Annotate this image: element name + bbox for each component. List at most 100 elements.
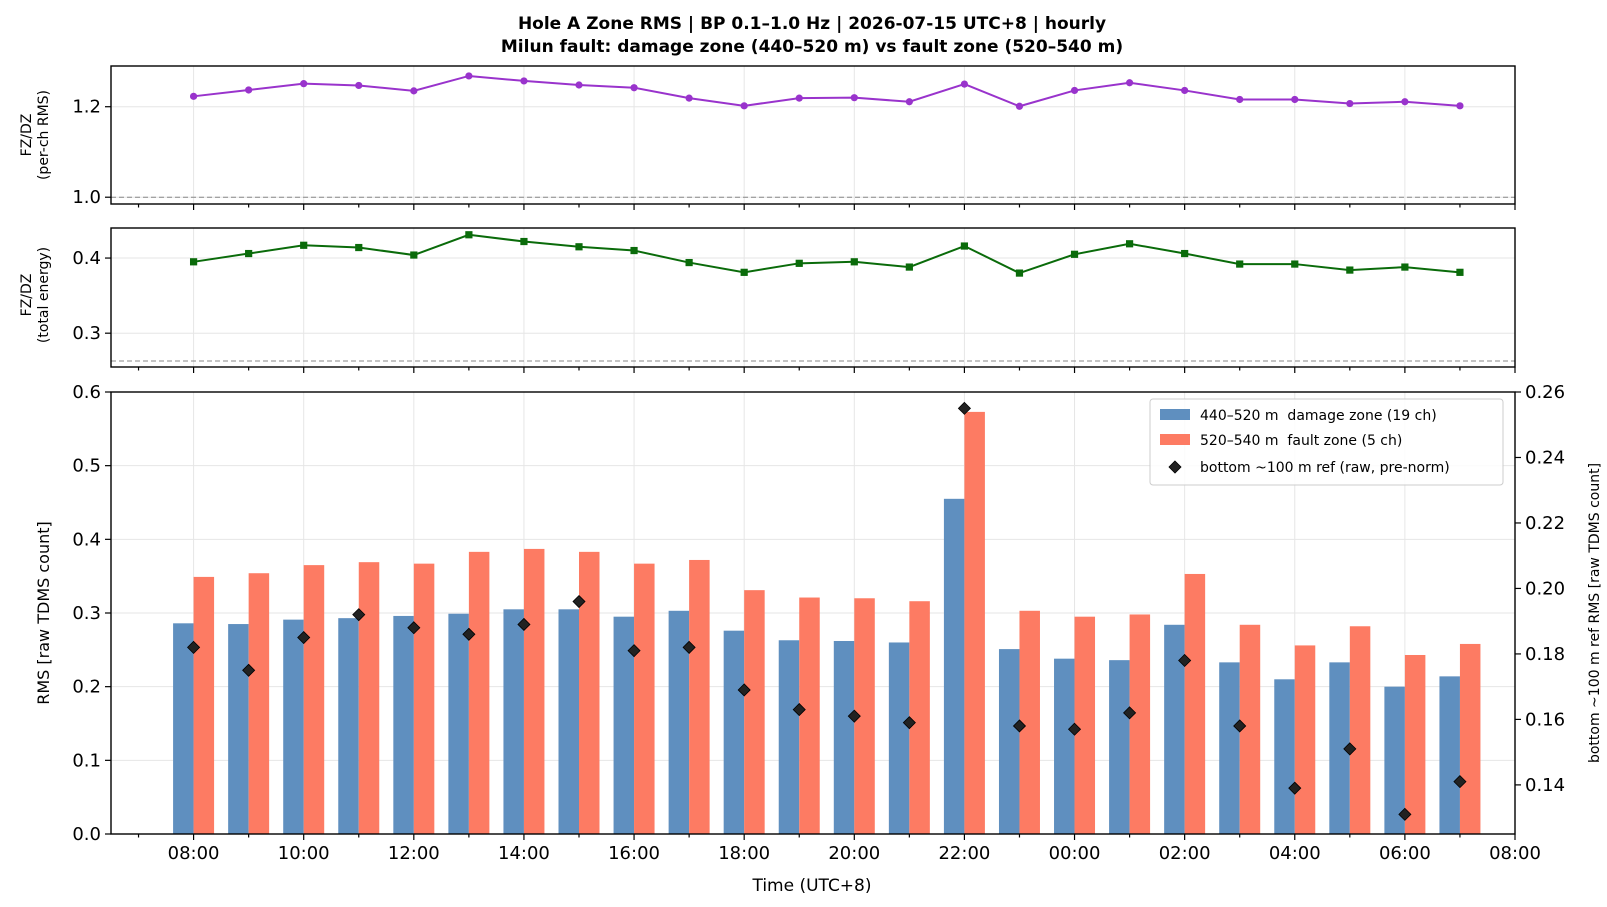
ratio-rms-point	[245, 86, 253, 94]
ratio-rms-point	[740, 102, 748, 110]
ratio-energy-ylabel-line-2: (total energy)	[36, 247, 52, 343]
chart-title-line-2: Milun fault: damage zone (440–520 m) vs …	[501, 37, 1123, 57]
bottom-ref-marker	[407, 621, 421, 635]
bottom-ref-marker	[957, 401, 971, 415]
fault-zone-bar	[468, 551, 490, 834]
y-tick-label: 0.2	[72, 677, 101, 698]
x-axis-label: Time (UTC+8)	[751, 876, 871, 896]
bottom-ref-marker	[1067, 722, 1082, 736]
ratio-rms-panel: 1.0 1.2 FZ/DZ (per-ch RMS)	[19, 65, 1516, 210]
fault-zone-bar	[1184, 573, 1206, 834]
damage-zone-bar	[943, 498, 965, 834]
ratio-rms-ylabel-line-2: (per-ch RMS)	[36, 90, 52, 180]
y-axis-label: RMS [raw TDMS count]	[34, 521, 53, 704]
bottom-ref-marker	[1233, 719, 1247, 733]
ratio-rms-point	[850, 94, 858, 102]
ratio-energy-point	[1346, 266, 1354, 274]
ratio-rms-point	[1291, 95, 1299, 104]
ratio-energy-point	[245, 249, 253, 258]
damage-zone-bar	[1164, 624, 1185, 834]
ratio-energy-point	[1125, 240, 1134, 248]
x-tick-label: 02:00	[1159, 843, 1211, 864]
ratio-energy-point	[630, 246, 638, 255]
x-tick-label: 10:00	[278, 843, 330, 864]
ratio-rms-ylabel-line-1: FZ/DZ	[19, 114, 35, 157]
x-tick-label: 08:00	[168, 843, 220, 864]
fault-zone-bar	[634, 563, 655, 834]
ratio-energy-series-line	[193, 233, 1461, 275]
damage-zone-bar	[1384, 686, 1405, 834]
bottom-ref-marker	[572, 594, 586, 609]
x-tick-label: 14:00	[498, 843, 550, 864]
damage-zone-bar	[1054, 658, 1075, 834]
damage-zone-bar	[723, 630, 745, 834]
fault-zone-bar	[689, 559, 710, 834]
damage-zone-bar	[1274, 679, 1295, 834]
bottom-ref-marker	[1343, 742, 1357, 756]
ratio-energy-ylabel-line-1: FZ/DZ	[19, 274, 35, 317]
bottom-ref-marker	[737, 683, 751, 697]
y2-tick-label: 0.24	[1525, 447, 1565, 468]
ratio-rms-point	[960, 80, 969, 88]
ratio-rms-point	[905, 98, 913, 106]
damage-zone-bar	[228, 624, 249, 834]
ratio-energy-point	[1236, 260, 1244, 268]
damage-zone-bar	[613, 616, 635, 834]
ratio-rms-point	[685, 94, 693, 102]
y-tick-label: 0.6	[72, 382, 101, 403]
fault-zone-bar	[909, 601, 930, 834]
fault-zone-bar	[1459, 643, 1481, 834]
ratio-rms-point	[1456, 102, 1464, 110]
y-tick-label: 0.1	[72, 750, 101, 771]
fault-zone-bar	[248, 573, 270, 834]
ratio-rms-series-line	[193, 74, 1461, 108]
bottom-ref-marker	[187, 640, 201, 654]
ratio-energy-point	[1401, 263, 1409, 271]
y2-tick-label: 0.22	[1525, 513, 1565, 534]
y-tick-label: 1.2	[72, 97, 101, 118]
ratio-energy-point	[355, 243, 363, 252]
bottom-ref-marker	[242, 663, 256, 677]
fault-zone-bar	[413, 563, 435, 834]
legend-label-damage-zone: 440–520 m damage zone (19 ch)	[1200, 408, 1437, 424]
ratio-rms-x-ticks	[137, 204, 1516, 210]
ratio-rms-point	[1070, 86, 1079, 95]
ratio-energy-panel: 0.3 0.4 FZ/DZ (total energy)	[19, 227, 1516, 373]
fault-zone-bar	[1019, 610, 1040, 834]
damage-zone-bar	[998, 649, 1020, 834]
bottom-ref-marker	[1123, 706, 1137, 720]
legend-label-bottom-ref: bottom ~100 m ref (raw, pre-norm)	[1200, 460, 1450, 476]
ratio-energy-point	[795, 259, 803, 267]
fault-zone-bar	[523, 548, 545, 834]
bottom-ref-marker	[517, 617, 531, 632]
ratio-rms-frame	[110, 65, 1516, 205]
fault-zone-bar	[1404, 654, 1426, 834]
damage-zone-bars	[173, 498, 1460, 834]
y-tick-label: 1.0	[72, 187, 101, 208]
y2-tick-label: 0.20	[1525, 578, 1565, 599]
x-tick-label: 18:00	[718, 843, 770, 864]
damage-zone-bar	[833, 640, 855, 834]
ratio-rms-point	[410, 87, 418, 95]
ratio-rms-point	[630, 84, 638, 92]
ratio-energy-point	[1291, 260, 1299, 268]
x-tick-label: 00:00	[1049, 843, 1101, 864]
fault-zone-bar	[744, 590, 765, 834]
ratio-energy-frame	[110, 227, 1516, 368]
ratio-energy-point	[1070, 250, 1079, 258]
bottom-ref-marker	[847, 709, 861, 723]
y-tick-label: 0.5	[72, 456, 101, 477]
legend-swatch-bottom-ref	[1168, 460, 1182, 474]
bottom-ref-marker	[1288, 781, 1302, 795]
ratio-energy-point	[1456, 268, 1464, 276]
ratio-rms-point	[575, 81, 583, 89]
damage-zone-bar	[393, 615, 414, 834]
ratio-energy-point	[520, 237, 528, 246]
legend-box	[1149, 398, 1504, 486]
bottom-ref-marker	[1453, 775, 1467, 789]
y-tick-label: 0.3	[72, 323, 101, 344]
bottom-ref-marker	[462, 627, 476, 641]
x-tick-label: 06:00	[1379, 843, 1431, 864]
damage-zone-bar	[503, 609, 524, 834]
bottom-ref-marker	[792, 703, 806, 717]
